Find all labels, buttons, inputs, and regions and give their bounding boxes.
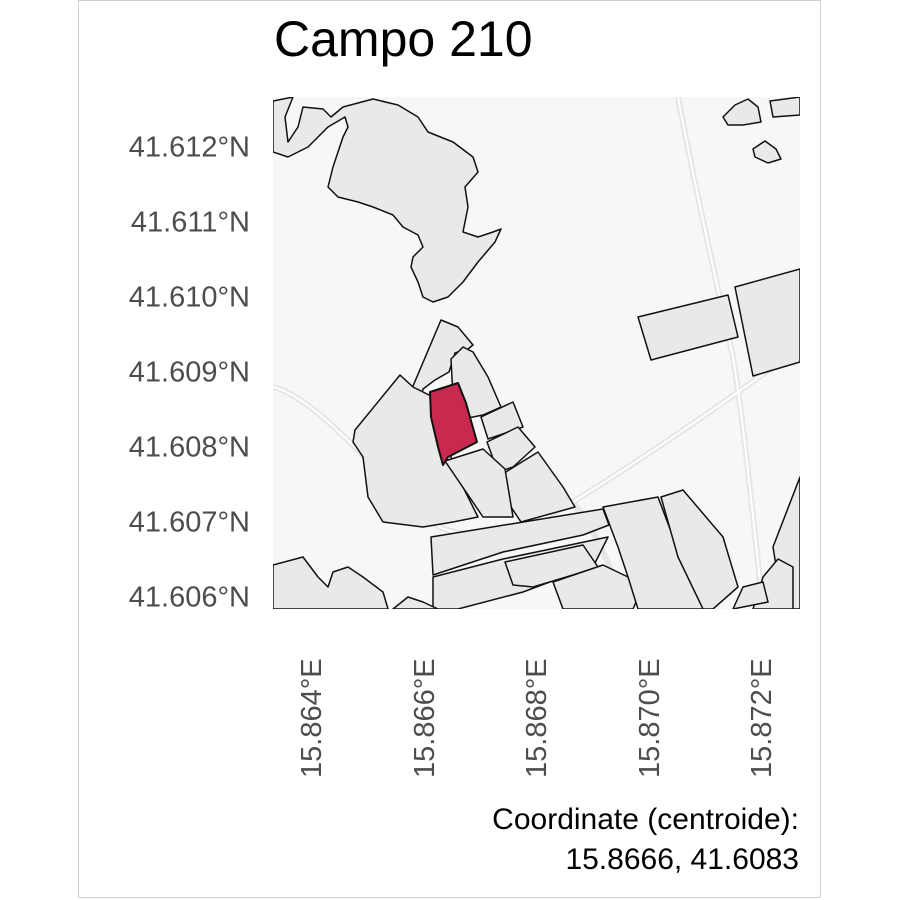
parcel-layer <box>273 97 800 609</box>
parcel <box>273 97 502 303</box>
centroid-caption: Coordinate (centroide): 15.8666, 41.6083 <box>492 800 799 880</box>
highlighted-field <box>429 382 478 466</box>
caption-line-1: Coordinate (centroide): <box>492 803 799 836</box>
map-panel <box>273 97 800 609</box>
lon-tick-label: 15.872°E <box>746 658 778 778</box>
parcel <box>392 596 439 609</box>
lat-tick-label: 41.608°N <box>128 431 250 464</box>
parcel <box>722 98 762 126</box>
parcel <box>352 374 479 528</box>
lon-tick-label: 15.868°E <box>521 658 553 778</box>
caption-line-2: 15.8666, 41.6083 <box>565 843 799 876</box>
lat-tick-label: 41.607°N <box>128 506 250 539</box>
parcel <box>732 581 769 609</box>
lat-tick-label: 41.606°N <box>128 581 250 614</box>
parcel <box>602 496 704 609</box>
parcel <box>660 489 739 609</box>
lon-tick-label: 15.870°E <box>634 658 666 778</box>
parcel <box>769 97 800 118</box>
lon-tick-label: 15.864°E <box>296 658 328 778</box>
map-title: Campo 210 <box>274 11 533 67</box>
lat-tick-label: 41.610°N <box>128 281 250 314</box>
lon-tick-label: 15.866°E <box>409 658 441 778</box>
parcel <box>637 294 739 361</box>
parcel <box>444 448 514 518</box>
lat-tick-label: 41.609°N <box>128 356 250 389</box>
lat-tick-label: 41.612°N <box>128 131 250 164</box>
parcel <box>752 140 782 164</box>
parcel <box>734 268 800 377</box>
lat-tick-label: 41.611°N <box>130 206 250 239</box>
parcel <box>273 556 389 609</box>
